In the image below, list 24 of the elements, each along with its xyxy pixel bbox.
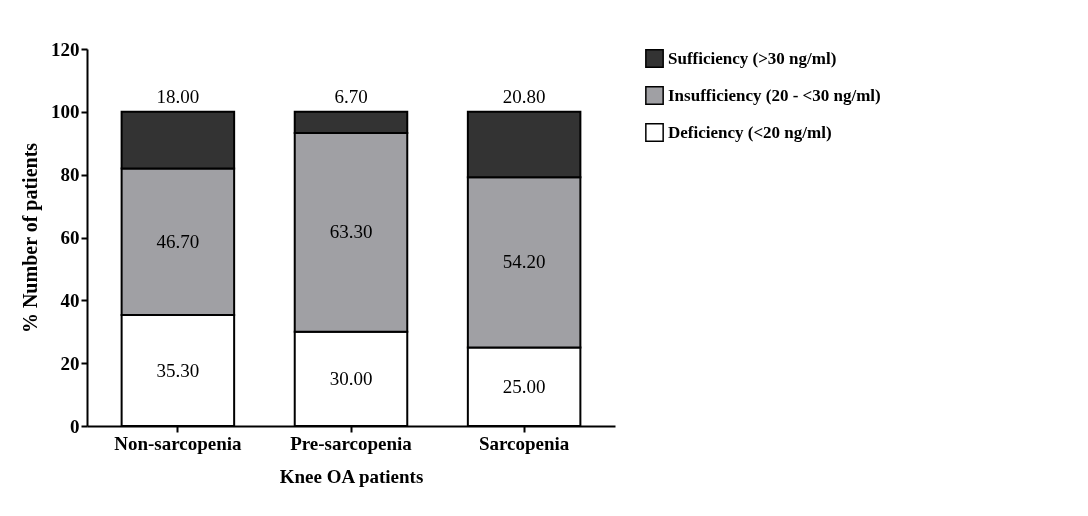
data-label: 63.30 bbox=[329, 221, 373, 243]
legend-label: Sufficiency (>30 ng/ml) bbox=[668, 48, 837, 68]
data-label: 20.80 bbox=[502, 85, 546, 107]
legend-label: Deficiency (<20 ng/ml) bbox=[668, 122, 832, 142]
y-tick-label: 80 bbox=[60, 164, 80, 186]
data-label: 6.70 bbox=[334, 85, 368, 107]
legend-label: Insufficiency (20 - <30 ng/ml) bbox=[668, 85, 881, 105]
y-axis-title: % Number of patients bbox=[19, 142, 42, 334]
x-tick-label: Non-sarcopenia bbox=[114, 432, 243, 454]
data-label: 18.00 bbox=[156, 85, 200, 107]
x-tick-label: Sarcopenia bbox=[478, 432, 570, 454]
x-axis-title: Knee OA patients bbox=[279, 465, 424, 487]
y-tick-label: 20 bbox=[60, 352, 80, 374]
x-tick-label: Pre-sarcopenia bbox=[290, 432, 413, 454]
y-tick-label: 60 bbox=[60, 227, 80, 248]
data-label: 25.00 bbox=[502, 375, 546, 397]
data-label: 35.30 bbox=[156, 359, 200, 381]
data-label: 46.70 bbox=[156, 230, 200, 252]
data-label: 30.00 bbox=[329, 367, 373, 389]
y-tick-label: 0 bbox=[70, 415, 80, 437]
y-tick-label: 40 bbox=[60, 289, 80, 311]
y-tick-label: 100 bbox=[51, 101, 80, 123]
y-tick-label: 120 bbox=[51, 38, 80, 60]
data-label: 54.20 bbox=[502, 251, 546, 273]
